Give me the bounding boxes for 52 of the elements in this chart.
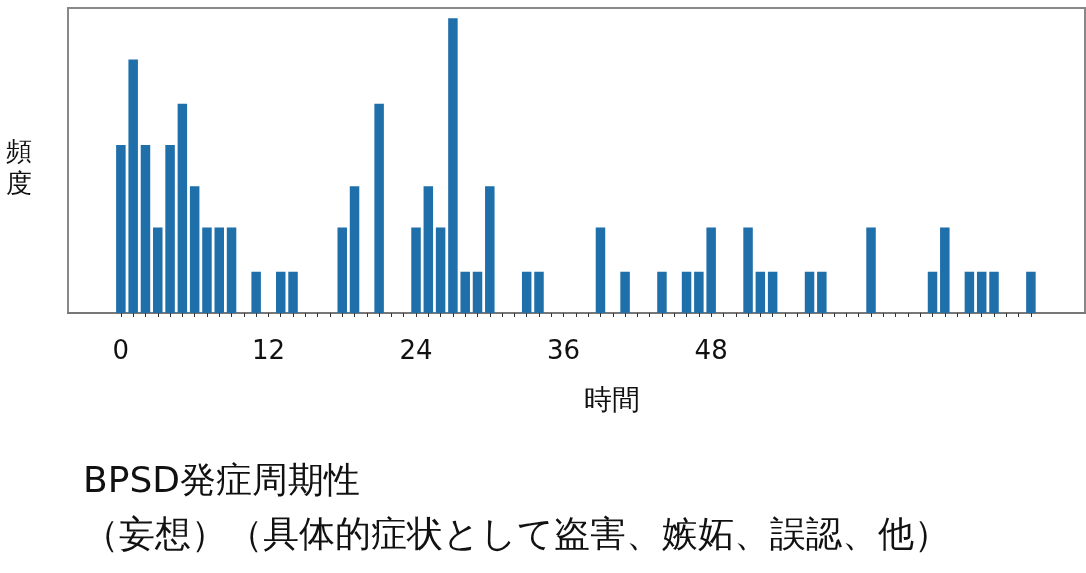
bar (374, 103, 384, 313)
bar (866, 227, 876, 313)
bar (435, 227, 446, 313)
bar (755, 271, 766, 313)
bar (460, 271, 470, 313)
bar (140, 145, 151, 313)
bar (153, 227, 163, 313)
bar (226, 227, 237, 313)
bar (349, 186, 360, 313)
bar (165, 145, 175, 313)
bar (411, 227, 421, 313)
bar (743, 227, 753, 313)
text: BPSD発症周期性 (83, 458, 360, 500)
bar (804, 271, 815, 313)
bar (964, 271, 975, 313)
x-tick-label: 0 (112, 335, 130, 365)
bar (767, 271, 778, 313)
x-tick-label: 36 (547, 335, 581, 365)
bar (423, 186, 434, 313)
bar (706, 227, 716, 313)
bar (448, 18, 458, 313)
bar (485, 186, 495, 313)
x-tick-label: 12 (251, 335, 285, 365)
bar (288, 271, 298, 313)
bar (202, 227, 212, 313)
bar (534, 271, 544, 313)
bar (1026, 271, 1036, 313)
bar (521, 271, 532, 313)
bar (128, 59, 138, 313)
bar (989, 271, 999, 313)
text: （妄想）（具体的症状として盗害、嫉妬、誤認、他） (83, 512, 950, 554)
x-tick-label: 24 (399, 335, 433, 365)
bar (620, 271, 630, 313)
bar (681, 271, 692, 313)
bar (657, 271, 667, 313)
bar (976, 271, 987, 313)
bar (817, 271, 827, 313)
bar (251, 271, 261, 313)
bar (694, 271, 704, 313)
bar (337, 227, 347, 313)
bar (177, 103, 188, 313)
bar (189, 186, 200, 313)
y-axis-title: 頻度 (6, 136, 32, 198)
bar (940, 227, 950, 313)
bar (927, 271, 938, 313)
bar (276, 271, 286, 313)
bar (472, 271, 483, 313)
x-tick-label: 48 (694, 335, 728, 365)
bar (595, 227, 606, 313)
bar (116, 145, 126, 313)
bar (214, 227, 225, 313)
x-axis-title: 時間 (583, 382, 640, 416)
